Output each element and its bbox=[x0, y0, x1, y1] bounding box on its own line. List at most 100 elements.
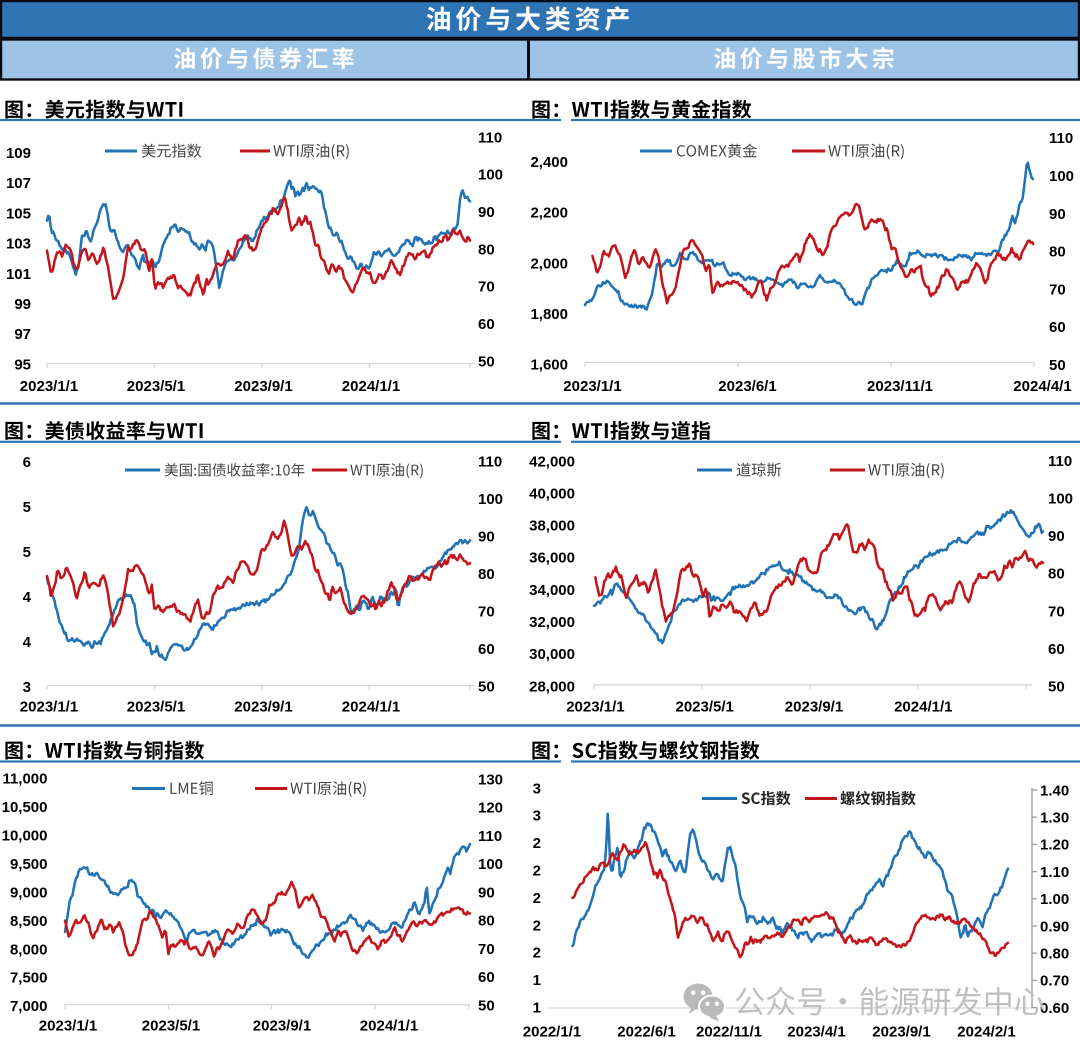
svg-text:2023/1/1: 2023/1/1 bbox=[20, 699, 78, 716]
svg-text:36,000: 36,000 bbox=[529, 550, 575, 567]
svg-text:110: 110 bbox=[1048, 453, 1072, 470]
svg-text:2022/1/1: 2022/1/1 bbox=[523, 1023, 581, 1040]
svg-text:80: 80 bbox=[478, 241, 495, 258]
svg-text:80: 80 bbox=[478, 566, 495, 583]
svg-text:70: 70 bbox=[1049, 281, 1066, 298]
svg-text:2: 2 bbox=[533, 890, 541, 907]
svg-text:2023/6/1: 2023/6/1 bbox=[718, 378, 776, 395]
svg-text:2024/1/1: 2024/1/1 bbox=[342, 699, 400, 716]
svg-text:50: 50 bbox=[478, 353, 495, 370]
svg-text:60: 60 bbox=[478, 641, 495, 658]
svg-text:80: 80 bbox=[1048, 566, 1065, 583]
svg-text:2023/1/1: 2023/1/1 bbox=[566, 699, 624, 716]
svg-text:60: 60 bbox=[1049, 319, 1066, 336]
svg-text:28,000: 28,000 bbox=[529, 678, 575, 695]
svg-text:100: 100 bbox=[1048, 491, 1073, 508]
svg-text:100: 100 bbox=[478, 856, 503, 873]
svg-text:10,000: 10,000 bbox=[2, 828, 48, 845]
svg-text:5: 5 bbox=[23, 544, 31, 561]
svg-text:2024/1/1: 2024/1/1 bbox=[342, 378, 400, 395]
svg-text:80: 80 bbox=[1049, 244, 1066, 261]
svg-text:34,000: 34,000 bbox=[529, 582, 575, 599]
svg-text:2023/1/1: 2023/1/1 bbox=[39, 1017, 97, 1034]
svg-text:2023/9/1: 2023/9/1 bbox=[785, 699, 843, 716]
svg-text:1.00: 1.00 bbox=[1040, 891, 1069, 908]
svg-text:1,600: 1,600 bbox=[530, 357, 568, 374]
svg-text:103: 103 bbox=[6, 236, 31, 253]
svg-text:90: 90 bbox=[1048, 528, 1065, 545]
svg-text:100: 100 bbox=[1049, 168, 1074, 185]
svg-text:2023/9/1: 2023/9/1 bbox=[234, 699, 292, 716]
svg-text:2023/5/1: 2023/5/1 bbox=[676, 699, 734, 716]
svg-text:1: 1 bbox=[533, 972, 541, 989]
svg-text:120: 120 bbox=[478, 800, 503, 817]
svg-text:90: 90 bbox=[478, 884, 495, 901]
svg-text:1.40: 1.40 bbox=[1040, 782, 1069, 799]
svg-text:90: 90 bbox=[1049, 206, 1066, 223]
svg-text:110: 110 bbox=[1049, 130, 1073, 147]
svg-text:90: 90 bbox=[478, 528, 495, 545]
svg-text:2,200: 2,200 bbox=[530, 205, 568, 222]
svg-text:100: 100 bbox=[478, 167, 503, 184]
svg-text:7,000: 7,000 bbox=[10, 998, 48, 1015]
svg-text:0.90: 0.90 bbox=[1040, 918, 1069, 935]
svg-text:2022/6/1: 2022/6/1 bbox=[617, 1023, 675, 1040]
svg-text:50: 50 bbox=[478, 997, 495, 1014]
svg-text:2,000: 2,000 bbox=[530, 255, 568, 272]
svg-text:60: 60 bbox=[1048, 641, 1065, 658]
svg-text:60: 60 bbox=[478, 969, 495, 986]
svg-text:70: 70 bbox=[478, 941, 495, 958]
svg-text:2: 2 bbox=[533, 835, 541, 852]
svg-text:0.60: 0.60 bbox=[1040, 1000, 1069, 1017]
svg-text:110: 110 bbox=[478, 828, 502, 845]
svg-text:95: 95 bbox=[14, 356, 31, 373]
svg-text:107: 107 bbox=[6, 175, 31, 192]
svg-text:4: 4 bbox=[23, 589, 32, 606]
svg-text:2023/4/1: 2023/4/1 bbox=[787, 1023, 845, 1040]
svg-text:2024/1/1: 2024/1/1 bbox=[894, 699, 952, 716]
svg-text:9,000: 9,000 bbox=[10, 884, 48, 901]
svg-text:38,000: 38,000 bbox=[529, 518, 575, 535]
svg-text:2024/1/1: 2024/1/1 bbox=[360, 1017, 418, 1034]
svg-text:6: 6 bbox=[23, 454, 31, 471]
svg-text:7,500: 7,500 bbox=[10, 970, 48, 987]
svg-text:10,500: 10,500 bbox=[2, 799, 48, 816]
svg-text:100: 100 bbox=[478, 491, 503, 508]
svg-text:2: 2 bbox=[533, 945, 541, 962]
svg-text:0.70: 0.70 bbox=[1040, 973, 1069, 990]
svg-text:60: 60 bbox=[478, 316, 495, 333]
svg-text:109: 109 bbox=[6, 145, 31, 162]
svg-text:2023/11/1: 2023/11/1 bbox=[867, 378, 933, 395]
svg-text:1,800: 1,800 bbox=[530, 306, 568, 323]
svg-text:70: 70 bbox=[478, 279, 495, 296]
svg-text:110: 110 bbox=[478, 453, 502, 470]
svg-text:101: 101 bbox=[6, 266, 31, 283]
svg-text:90: 90 bbox=[478, 204, 495, 221]
svg-text:3: 3 bbox=[533, 780, 541, 797]
svg-text:130: 130 bbox=[478, 771, 503, 788]
svg-text:2022/11/1: 2022/11/1 bbox=[696, 1023, 762, 1040]
svg-text:97: 97 bbox=[14, 326, 31, 343]
svg-text:70: 70 bbox=[1048, 603, 1065, 620]
svg-text:105: 105 bbox=[6, 205, 31, 222]
svg-text:4: 4 bbox=[23, 634, 32, 651]
svg-text:8,500: 8,500 bbox=[10, 913, 48, 930]
svg-text:1: 1 bbox=[533, 1000, 541, 1017]
svg-text:32,000: 32,000 bbox=[529, 614, 575, 631]
svg-text:30,000: 30,000 bbox=[529, 646, 575, 663]
svg-text:1.20: 1.20 bbox=[1040, 837, 1069, 854]
svg-text:9,500: 9,500 bbox=[10, 856, 48, 873]
svg-text:2023/5/1: 2023/5/1 bbox=[142, 1017, 200, 1034]
svg-text:2023/5/1: 2023/5/1 bbox=[127, 699, 185, 716]
svg-text:1.10: 1.10 bbox=[1040, 864, 1069, 881]
svg-text:2023/9/1: 2023/9/1 bbox=[253, 1017, 311, 1034]
svg-text:2024/2/1: 2024/2/1 bbox=[957, 1023, 1015, 1040]
svg-text:2023/9/1: 2023/9/1 bbox=[234, 378, 292, 395]
svg-text:2023/5/1: 2023/5/1 bbox=[127, 378, 185, 395]
svg-text:2024/4/1: 2024/4/1 bbox=[1013, 378, 1071, 395]
svg-text:11,000: 11,000 bbox=[2, 771, 47, 788]
svg-text:2: 2 bbox=[533, 917, 541, 934]
svg-text:80: 80 bbox=[478, 913, 495, 930]
svg-text:50: 50 bbox=[1048, 679, 1065, 696]
svg-text:1.30: 1.30 bbox=[1040, 810, 1069, 827]
